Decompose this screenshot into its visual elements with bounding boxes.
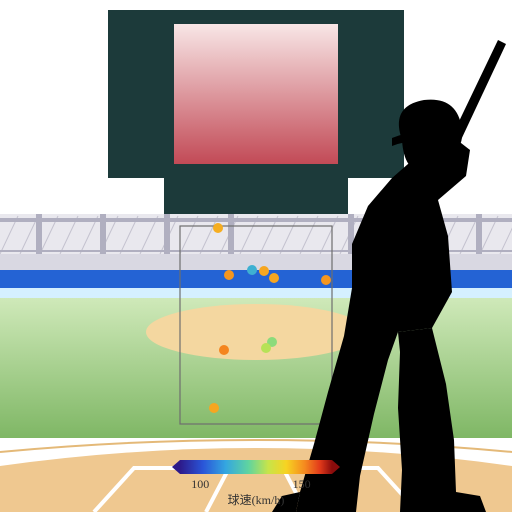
pitch-marker	[209, 403, 219, 413]
pitch-marker	[213, 223, 223, 233]
pitch-marker	[219, 345, 229, 355]
colorbar-tick: 150	[293, 477, 311, 491]
pitch-location-chart: 100 150 球速(km/h)	[0, 0, 512, 512]
pitch-marker	[261, 343, 271, 353]
pitch-marker	[224, 270, 234, 280]
colorbar-tick: 100	[191, 477, 209, 491]
colorbar-label: 球速(km/h)	[228, 493, 285, 507]
scoreboard-screen	[174, 24, 338, 164]
pitch-marker	[247, 265, 257, 275]
pitch-marker	[269, 273, 279, 283]
pitchers-mound	[146, 304, 366, 360]
scoreboard-base	[164, 178, 348, 214]
pitch-marker	[259, 266, 269, 276]
pitch-marker	[321, 275, 331, 285]
